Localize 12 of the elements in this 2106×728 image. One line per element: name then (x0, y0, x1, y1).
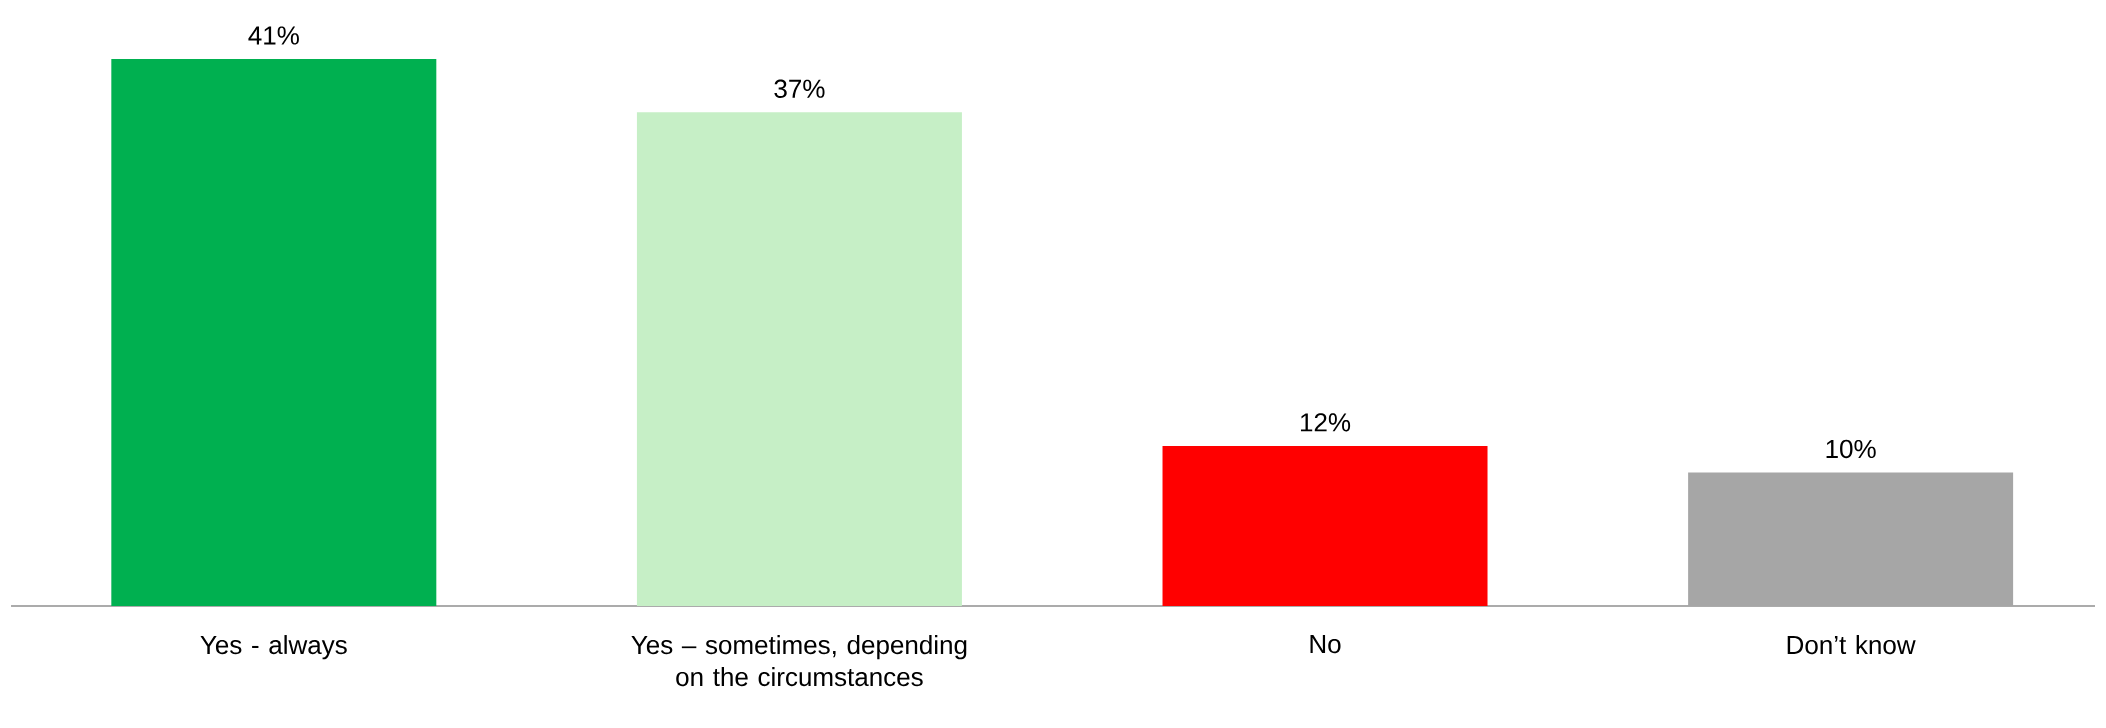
bar (111, 58, 437, 606)
data-label: 37% (774, 79, 825, 98)
x-tick-label: Yes - always (200, 635, 347, 660)
bar (1688, 472, 2014, 606)
data-label: 10% (1826, 439, 1876, 459)
bar (636, 112, 962, 606)
data-label: 12% (1300, 413, 1351, 432)
x-tick-label: No (1310, 635, 1341, 654)
data-label: 41% (248, 26, 299, 45)
x-tick-label: Don’t know (1787, 635, 1916, 655)
bar (1162, 445, 1488, 606)
x-tick-label: Yes – sometimes, depending on the circumstances (631, 635, 967, 687)
